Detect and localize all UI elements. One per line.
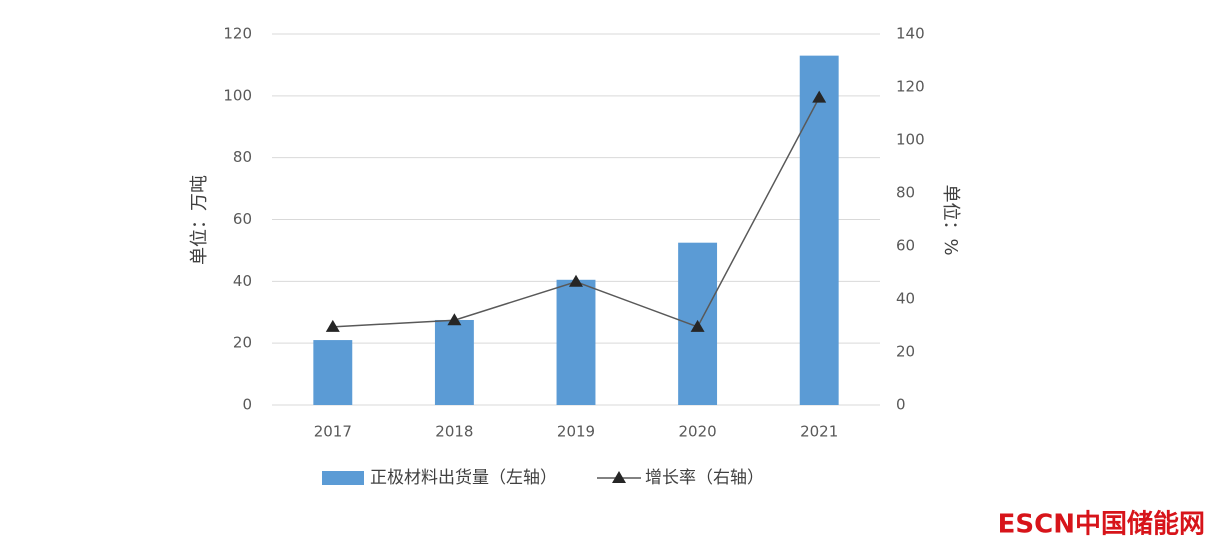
y-tick-label: 100	[223, 86, 252, 104]
legend-swatch	[322, 471, 364, 485]
y2-tick-label: 0	[896, 396, 906, 414]
marker	[690, 319, 705, 332]
y-tick-label: 80	[233, 148, 252, 166]
bar	[434, 319, 474, 405]
y-tick-label: 0	[242, 396, 252, 414]
y2-tick-label: 20	[896, 343, 915, 361]
marker	[569, 274, 583, 287]
x-tick-label: 2017	[314, 423, 352, 441]
y2-tick-label: 140	[896, 25, 925, 43]
x-tick-label: 2018	[435, 423, 473, 441]
bar	[799, 55, 839, 406]
marker	[812, 90, 827, 103]
x-tick-label: 2020	[679, 423, 717, 441]
legend-marker	[612, 471, 626, 483]
y-tick-label: 60	[233, 210, 252, 228]
y2-tick-label: 100	[896, 131, 925, 149]
y2-tick-label: 120	[896, 78, 925, 96]
x-tick-label: 2021	[800, 423, 838, 441]
legend-label: 增长率（右轴）	[645, 468, 764, 488]
y2-tick-label: 60	[896, 237, 915, 255]
y-axis-title: 单位：万吨	[189, 175, 210, 265]
y2-axis-title: 单位：%	[940, 184, 961, 255]
y-tick-label: 120	[223, 25, 252, 43]
marker	[325, 319, 340, 332]
y2-tick-label: 40	[896, 290, 915, 308]
x-tick-label: 2019	[557, 423, 595, 441]
bar	[313, 340, 353, 405]
watermark: ESCN中国储能网	[998, 509, 1205, 540]
bar	[556, 279, 596, 405]
legend-label: 正极材料出货量（左轴）	[370, 468, 557, 488]
y2-tick-label: 80	[896, 184, 915, 202]
marker	[447, 313, 462, 326]
y-tick-label: 40	[233, 272, 252, 290]
y-tick-label: 20	[233, 334, 252, 352]
